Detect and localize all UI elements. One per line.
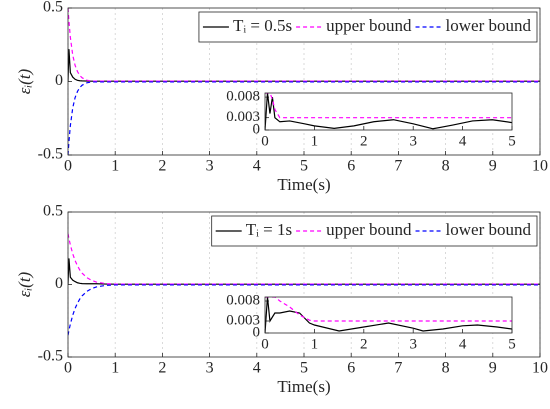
inset-plot: 0 1 2 3 4 5 00.003 0.008 [226,89,516,150]
x-tick-label: 5 [508,336,516,352]
legend: Tᵢ = 0.5s upper bound lower bound [198,11,538,43]
plot-frame [67,211,541,358]
x-tick-label: 2 [158,360,166,377]
x-tick-label: 10 [532,360,548,377]
legend-label: lower bound [446,220,532,239]
x-tick-label: 4 [459,133,467,149]
legend-label: upper bound [326,220,412,239]
x-tick-label: 1 [311,133,319,149]
series-line [265,297,512,333]
x-tick-label: 4 [253,360,261,377]
x-tick-label: 1 [111,158,119,175]
x-tick-label: 6 [347,158,355,175]
legend-label: lower bound [446,16,532,35]
plot-frame [264,296,513,334]
x-tick-label: 5 [300,360,308,377]
y-tick-label: 0.008 [226,89,260,105]
plot-frame [264,92,513,131]
x-tick-label: 3 [206,158,214,175]
y-axis-label: εᵢ(t) [15,68,34,94]
series-line [68,8,540,82]
y-tick-label: 0.003 [226,312,260,328]
inset-plot: 0 1 2 3 4 5 00.003 0.008 [226,292,516,352]
x-tick-label: 9 [489,158,497,175]
y-tick-label: 0 [55,275,63,292]
x-axis-label: Time(s) [277,377,330,396]
x-tick-label: 3 [206,360,214,377]
legend: Tᵢ = 1s upper bound lower bound [211,215,538,247]
x-tick-label: 8 [442,158,450,175]
x-axis-label: Time(s) [277,175,330,194]
x-tick-label: 6 [347,360,355,377]
series-line [68,284,540,336]
plot-background [265,297,512,333]
x-tick-label: 0 [64,158,72,175]
legend-label: Tᵢ = 0.5s [233,16,292,35]
series-line [68,233,540,285]
x-tick-label: 5 [508,133,516,149]
x-tick-label: 8 [442,360,450,377]
y-tick-label: 0.003 [226,109,260,125]
x-tick-label: 0 [261,336,269,352]
x-tick-label: 0 [261,133,269,149]
x-tick-label: 2 [360,133,368,149]
y-tick-label: -0.5 [38,146,63,163]
x-tick-label: 4 [459,336,467,352]
x-tick-label: 7 [394,360,402,377]
y-tick-label: 0.008 [226,292,260,308]
series-line [265,297,512,322]
y-tick-label: 0 [253,121,261,137]
y-tick-label: -0.5 [38,348,63,365]
x-tick-label: 2 [158,158,166,175]
plot-background [265,93,512,130]
x-tick-label: 2 [360,336,368,352]
x-tick-label: 5 [300,158,308,175]
plot-frame [67,7,541,156]
y-tick-label: 0.5 [43,203,63,220]
x-tick-label: 1 [311,336,319,352]
x-tick-label: 3 [409,336,417,352]
y-tick-label: 0 [253,324,261,340]
series-line [265,93,512,130]
legend-label: upper bound [326,16,412,35]
x-tick-label: 7 [394,158,402,175]
x-tick-label: 10 [532,158,548,175]
series-line [68,81,540,155]
x-tick-label: 1 [111,360,119,377]
x-tick-label: 9 [489,360,497,377]
y-tick-label: 0 [55,72,63,89]
series-line [265,93,512,119]
x-tick-label: 4 [253,158,261,175]
legend-frame [211,215,538,247]
y-axis-label: εᵢ(t) [15,271,34,297]
y-tick-label: 0.5 [43,0,63,16]
x-tick-label: 3 [409,133,417,149]
x-tick-label: 0 [64,360,72,377]
legend-label: Tᵢ = 1s [246,220,292,239]
legend-frame [198,11,538,43]
